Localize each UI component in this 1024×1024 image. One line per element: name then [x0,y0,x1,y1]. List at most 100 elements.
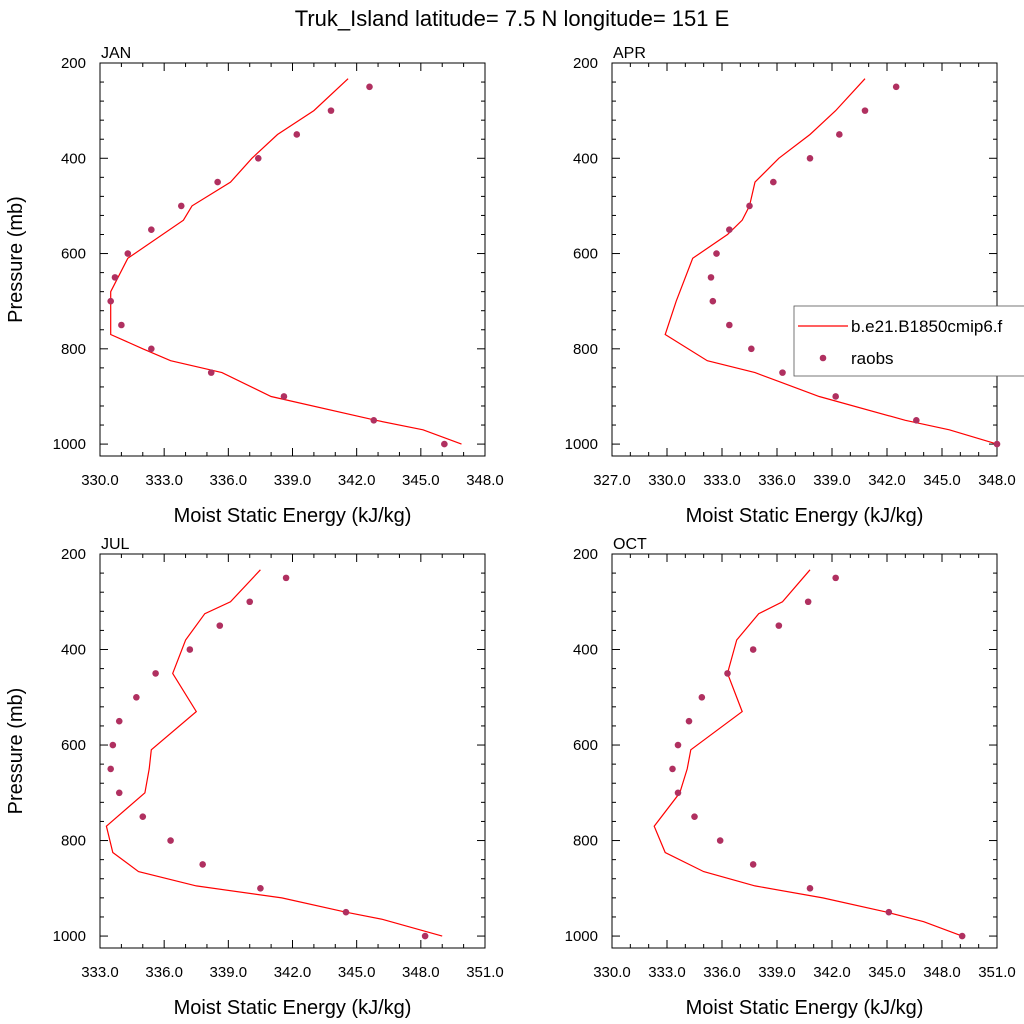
panel-label: JAN [101,45,131,62]
y-tick-label: 200 [573,546,598,563]
raobs-point [993,440,1001,448]
y-tick-label: 600 [573,737,598,754]
x-tick-label: 342.0 [274,964,312,981]
raobs-point [746,202,753,210]
raobs-point [148,226,155,234]
raobs-point [282,574,290,582]
legend-box [793,305,1024,377]
raobs-point [832,393,839,400]
raobs-point [892,83,900,91]
raobs-point [716,837,724,844]
model-series-line [664,78,998,445]
x-tick-label: 345.0 [923,472,961,489]
raobs-point [806,154,814,162]
raobs-point [257,885,264,892]
raobs-point [152,670,159,677]
x-tick-label: 333.0 [648,964,686,981]
raobs-point [832,574,839,582]
x-tick-label: 339.0 [758,964,796,981]
raobs-point [139,813,147,820]
model-series-line [653,569,963,937]
y-tick-label: 200 [573,55,598,72]
raobs-point [186,646,194,653]
x-tick-label: 333.0 [145,472,183,489]
model-series-line [110,78,462,445]
raobs-point [293,131,301,138]
raobs-point [109,741,117,749]
y-tick-label: 200 [61,546,86,563]
raobs-point [836,131,843,138]
y-tick-label: 1000 [565,436,598,453]
raobs-point [861,107,869,114]
raobs-point [709,297,717,305]
raobs-point [698,693,706,701]
raobs-point [133,693,140,701]
x-tick-label: 342.0 [868,472,906,489]
x-tick-label: 336.0 [758,472,796,489]
y-tick-label: 1000 [53,436,86,453]
x-tick-label: 339.0 [210,964,248,981]
raobs-point [958,932,966,940]
raobs-point [280,393,288,400]
raobs-point [885,908,893,916]
raobs-point [685,717,693,725]
x-tick-label: 345.0 [868,964,906,981]
panel-jul: 333.0 336.0 339.0 342.0 345.0 348.0 351.0 200 40… [5,536,504,1019]
x-tick-label: 339.0 [813,472,851,489]
model-series-line [105,569,443,937]
raobs-point [370,416,378,424]
y-tick-label: 400 [61,642,86,659]
raobs-point [254,154,262,162]
raobs-point [749,861,757,868]
raobs-point [111,274,119,281]
raobs-point [691,813,698,820]
x-tick-label: 330.0 [593,964,631,981]
raobs-point [669,765,676,773]
y-tick-label: 800 [573,833,598,850]
raobs-point [216,622,224,629]
raobs-point [167,837,174,844]
x-tick-label: 327.0 [593,472,631,489]
x-axis-label: Moist Static Energy (kJ/kg) [686,505,924,527]
raobs-point [707,274,715,281]
raobs-point [913,416,920,424]
raobs-point [674,789,682,797]
raobs-point [342,908,350,916]
x-axis-label: Moist Static Energy (kJ/kg) [686,997,924,1019]
raobs-point [124,250,132,257]
raobs-point [115,789,123,797]
raobs-point [246,598,254,606]
raobs-point [804,598,812,606]
raobs-point [148,345,155,353]
y-axis-label: Pressure (mb) [5,688,27,815]
x-tick-label: 330.0 [648,472,686,489]
panel-label: JUL [101,536,130,553]
y-tick-label: 400 [61,150,86,167]
y-tick-label: 600 [61,246,86,263]
y-tick-label: 1000 [565,928,598,945]
raobs-point [207,369,215,376]
x-tick-label: 342.0 [338,472,376,489]
raobs-point [775,622,783,629]
raobs-point [115,717,123,725]
x-tick-label: 351.0 [978,964,1016,981]
raobs-point [118,321,125,329]
x-axis-label: Moist Static Energy (kJ/kg) [174,997,412,1019]
x-tick-label: 351.0 [466,964,504,981]
x-tick-label: 336.0 [145,964,183,981]
x-tick-label: 348.0 [466,472,504,489]
raobs-point [726,226,733,234]
x-tick-label: 342.0 [813,964,851,981]
x-tick-label: 333.0 [703,472,741,489]
raobs-point [748,345,755,353]
raobs-point [770,178,777,186]
x-tick-label: 348.0 [978,472,1016,489]
raobs-point [421,932,429,940]
raobs-point [107,765,114,773]
panel-apr: 327.0 330.0 333.0 336.0 339.0 342.0 345.0 348.0… [565,45,1016,527]
panel-oct: 330.0 333.0 336.0 339.0 342.0 345.0 348.0 351.0… [565,536,1016,1019]
figure-title: Truk_Island latitude= 7.5 N longitude= 1… [294,6,730,31]
x-tick-label: 345.0 [338,964,376,981]
x-tick-label: 348.0 [402,964,440,981]
